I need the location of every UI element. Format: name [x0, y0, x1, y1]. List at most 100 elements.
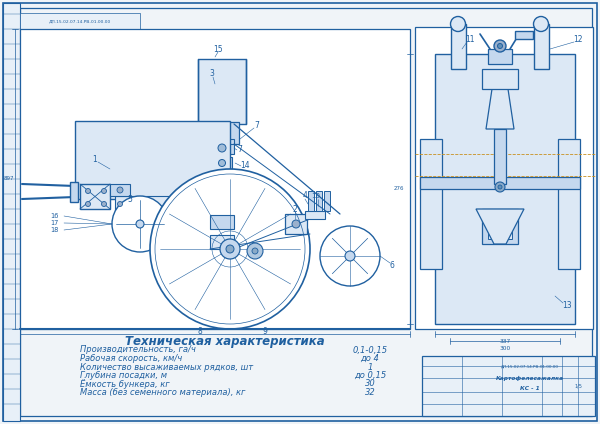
Text: 6: 6	[389, 262, 394, 271]
Text: Техническая характеристика: Техническая характеристика	[125, 335, 325, 348]
Bar	[75, 121, 230, 199]
Text: 897: 897	[4, 176, 14, 181]
Text: 16: 16	[50, 213, 58, 219]
Circle shape	[247, 243, 263, 259]
Bar	[115, 196, 200, 234]
Bar	[205, 122, 239, 144]
Bar	[110, 184, 130, 196]
Bar	[420, 177, 580, 189]
Text: 13: 13	[562, 301, 572, 310]
Bar	[212, 157, 232, 169]
Text: Масса (без семенного материала), кг: Масса (без семенного материала), кг	[80, 388, 245, 397]
Text: 1/5: 1/5	[574, 383, 582, 388]
Text: 0,1-0,15: 0,1-0,15	[352, 346, 388, 354]
Bar	[198, 59, 246, 124]
Circle shape	[451, 17, 466, 31]
Text: ДП.15.02.07.14.РВ-01.00.00: ДП.15.02.07.14.РВ-01.00.00	[501, 364, 559, 368]
Text: Рабочая скорость, км/ч: Рабочая скорость, км/ч	[80, 354, 182, 363]
Circle shape	[86, 201, 91, 206]
Text: 32: 32	[365, 388, 376, 397]
Text: 8: 8	[197, 327, 202, 337]
Circle shape	[494, 40, 506, 52]
Circle shape	[118, 201, 122, 206]
Text: КС - 1: КС - 1	[520, 387, 540, 391]
Circle shape	[533, 17, 548, 31]
Circle shape	[150, 169, 310, 329]
Circle shape	[112, 196, 168, 252]
Circle shape	[497, 44, 503, 48]
Polygon shape	[486, 89, 514, 129]
Text: 4: 4	[302, 192, 307, 201]
Text: 2: 2	[293, 204, 298, 214]
Bar	[482, 69, 518, 89]
Text: 17: 17	[50, 220, 58, 226]
Bar	[488, 211, 512, 239]
Circle shape	[498, 185, 502, 189]
Circle shape	[218, 144, 226, 152]
Text: 276: 276	[394, 187, 404, 192]
Bar	[308, 191, 314, 211]
Bar	[215, 142, 229, 279]
Circle shape	[101, 189, 107, 193]
Circle shape	[226, 245, 234, 253]
Circle shape	[320, 226, 380, 286]
Bar	[305, 211, 325, 219]
Text: 7: 7	[238, 145, 242, 154]
Circle shape	[252, 248, 258, 254]
Bar	[415, 27, 593, 329]
Text: 300: 300	[499, 346, 511, 351]
Bar	[488, 49, 512, 64]
Circle shape	[345, 251, 355, 261]
Text: 30: 30	[365, 379, 376, 388]
Bar	[285, 214, 307, 234]
Bar	[210, 142, 234, 154]
Circle shape	[86, 189, 91, 193]
Text: 10: 10	[311, 193, 320, 199]
Circle shape	[101, 201, 107, 206]
Text: Количество высаживаемых рядков, шт: Количество высаживаемых рядков, шт	[80, 363, 253, 371]
Text: 12: 12	[573, 34, 583, 44]
Circle shape	[117, 187, 123, 193]
Polygon shape	[476, 209, 524, 244]
Circle shape	[218, 159, 226, 167]
Text: 1: 1	[367, 363, 373, 371]
Text: 11: 11	[465, 34, 475, 44]
Bar	[422, 356, 595, 416]
Bar	[210, 235, 234, 249]
Text: 9: 9	[263, 327, 268, 337]
Bar	[20, 29, 410, 329]
Bar	[451, 24, 466, 69]
Text: 5: 5	[128, 195, 133, 204]
Circle shape	[292, 220, 300, 228]
Bar	[515, 31, 533, 39]
Bar	[3, 3, 20, 421]
Text: 18: 18	[50, 227, 58, 233]
Bar	[420, 139, 442, 269]
Text: 7: 7	[254, 122, 259, 131]
Text: Ёмкость бункера, кг: Ёмкость бункера, кг	[80, 379, 170, 389]
Text: 14: 14	[240, 162, 250, 170]
Bar	[20, 13, 140, 29]
Bar	[435, 54, 575, 324]
Text: 337: 337	[499, 339, 511, 344]
Bar	[534, 24, 549, 69]
Circle shape	[220, 239, 240, 259]
Bar	[482, 209, 518, 244]
Text: 3: 3	[209, 70, 214, 78]
Bar	[80, 184, 110, 209]
Text: до 4: до 4	[361, 354, 379, 363]
Circle shape	[136, 220, 144, 228]
Text: Производительность, га/ч: Производительность, га/ч	[80, 346, 196, 354]
Text: 15: 15	[213, 45, 223, 53]
Bar	[316, 191, 322, 211]
Text: Картофелесажалка: Картофелесажалка	[496, 376, 564, 380]
Text: до 0,15: до 0,15	[354, 371, 386, 380]
Bar	[494, 129, 506, 184]
Bar	[558, 139, 580, 269]
Bar	[70, 182, 78, 202]
Bar	[324, 191, 330, 211]
Bar	[210, 139, 234, 144]
Text: Глубина посадки, м: Глубина посадки, м	[80, 371, 167, 380]
Text: 1: 1	[92, 154, 97, 164]
Text: ДП.15.02.07.14.РВ-01.00.00: ДП.15.02.07.14.РВ-01.00.00	[49, 19, 111, 23]
